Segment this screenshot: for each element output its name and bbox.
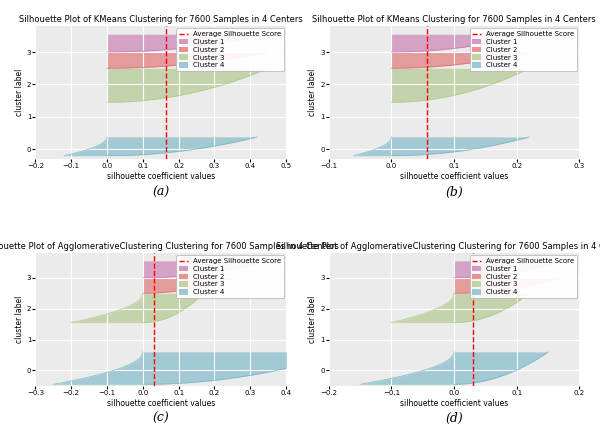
- Y-axis label: cluster label: cluster label: [15, 296, 24, 343]
- Y-axis label: cluster label: cluster label: [308, 69, 317, 116]
- Legend: Average Silhouette Score, Cluster 1, Cluster 2, Cluster 3, Cluster 4: Average Silhouette Score, Cluster 1, Clu…: [470, 28, 577, 71]
- X-axis label: silhouette coefficient values: silhouette coefficient values: [107, 399, 215, 408]
- Title: Silhouette Plot of AgglomerativeClustering Clustering for 7600 Samples in 4 Cent: Silhouette Plot of AgglomerativeClusteri…: [276, 242, 600, 251]
- Title: Silhouette Plot of KMeans Clustering for 7600 Samples in 4 Centers: Silhouette Plot of KMeans Clustering for…: [312, 15, 596, 24]
- Y-axis label: cluster label: cluster label: [15, 69, 24, 116]
- Text: (c): (c): [152, 413, 169, 425]
- Legend: Average Silhouette Score, Cluster 1, Cluster 2, Cluster 3, Cluster 4: Average Silhouette Score, Cluster 1, Clu…: [470, 255, 577, 298]
- X-axis label: silhouette coefficient values: silhouette coefficient values: [400, 399, 508, 408]
- Title: Silhouette Plot of AgglomerativeClustering Clustering for 7600 Samples in 4 Cent: Silhouette Plot of AgglomerativeClusteri…: [0, 242, 338, 251]
- X-axis label: silhouette coefficient values: silhouette coefficient values: [107, 172, 215, 181]
- Text: (b): (b): [445, 186, 463, 198]
- Y-axis label: cluster label: cluster label: [308, 296, 317, 343]
- Text: (a): (a): [152, 186, 169, 198]
- Legend: Average Silhouette Score, Cluster 1, Cluster 2, Cluster 3, Cluster 4: Average Silhouette Score, Cluster 1, Clu…: [176, 255, 284, 298]
- X-axis label: silhouette coefficient values: silhouette coefficient values: [400, 172, 508, 181]
- Legend: Average Silhouette Score, Cluster 1, Cluster 2, Cluster 3, Cluster 4: Average Silhouette Score, Cluster 1, Clu…: [176, 28, 284, 71]
- Title: Silhouette Plot of KMeans Clustering for 7600 Samples in 4 Centers: Silhouette Plot of KMeans Clustering for…: [19, 15, 302, 24]
- Text: (d): (d): [445, 413, 463, 425]
